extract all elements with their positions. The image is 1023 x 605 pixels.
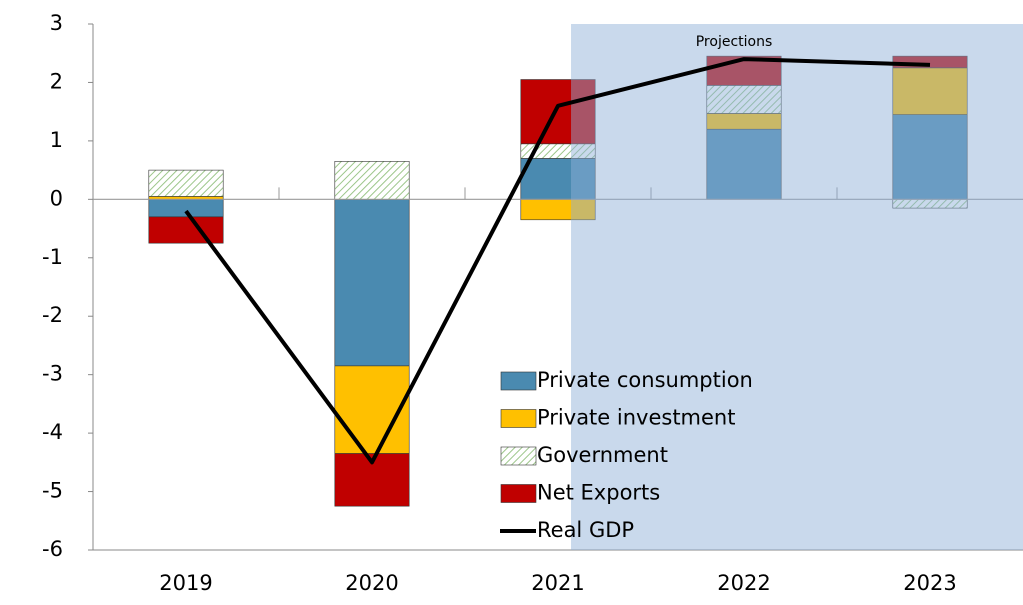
projection-shade	[571, 24, 1023, 550]
annotation: Projections	[696, 34, 773, 50]
y-tick-label: 0	[50, 186, 63, 210]
legend-label: Real GDP	[537, 518, 634, 542]
y-tick-label: 2	[50, 69, 63, 93]
y-tick-label: 3	[50, 11, 63, 35]
bar-segment	[892, 67, 968, 115]
legend-label: Private consumption	[537, 368, 753, 392]
x-tick-label: 2020	[345, 571, 398, 595]
bar-segment	[706, 85, 782, 114]
bar-segment	[334, 199, 410, 367]
y-tick-label: -4	[42, 420, 63, 444]
legend-label: Government	[537, 443, 668, 467]
line-series	[184, 57, 931, 465]
y-tick-label: -6	[42, 537, 63, 561]
bar-segment	[520, 79, 596, 145]
x-tick-label: 2022	[717, 571, 770, 595]
legend-label: Net Exports	[537, 481, 660, 505]
bar-segment	[706, 128, 782, 200]
bar-segment	[892, 114, 968, 200]
y-tick-label: -2	[42, 303, 63, 327]
legend-swatch	[500, 409, 537, 428]
bar-segment	[148, 216, 224, 244]
x-tick-label: 2023	[903, 571, 956, 595]
y-tick-label: -5	[42, 479, 63, 503]
legend-swatch	[500, 371, 537, 391]
legend-swatch	[500, 446, 537, 466]
bar-segment	[334, 365, 410, 454]
y-tick-label: -3	[42, 362, 63, 386]
legend-label: Private investment	[537, 406, 735, 430]
x-tick-label: 2019	[159, 571, 212, 595]
bar-segment	[148, 169, 224, 197]
x-tick-label: 2021	[531, 571, 584, 595]
legend-swatch	[500, 484, 537, 503]
bar-segment	[334, 161, 410, 200]
bar-segment	[520, 158, 596, 200]
y-tick-label: -1	[42, 245, 63, 269]
y-tick-label: 1	[50, 128, 63, 152]
